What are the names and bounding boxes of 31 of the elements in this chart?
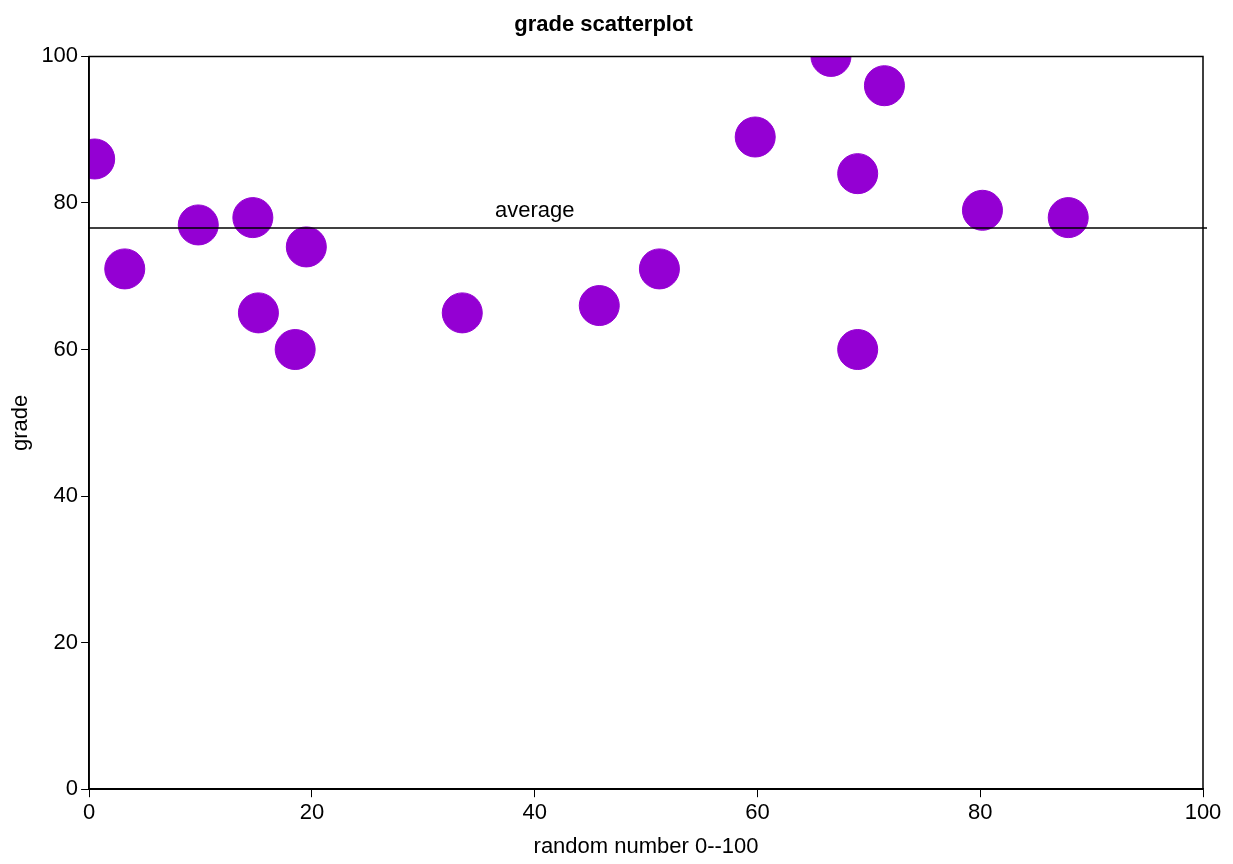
point <box>232 197 274 239</box>
x-tick-label: 80 <box>967 799 993 825</box>
point <box>734 116 776 158</box>
y-tick-label: 80 <box>53 189 79 215</box>
y-tick-label: 0 <box>65 775 79 801</box>
y-tick-label: 100 <box>41 42 79 68</box>
point <box>863 65 905 107</box>
chart-title: grade scatterplot <box>514 11 694 37</box>
point <box>441 292 483 334</box>
point <box>837 329 879 371</box>
point <box>104 248 146 290</box>
x-tick-label: 40 <box>522 799 547 825</box>
point <box>578 285 620 327</box>
y-tick-label: 60 <box>53 335 79 361</box>
y-tick-label: 40 <box>53 482 79 508</box>
x-tick-label: 0 <box>82 799 96 825</box>
point <box>237 292 279 334</box>
point <box>285 226 327 268</box>
y-tick-label: 20 <box>53 628 79 654</box>
x-tick-label: 60 <box>745 799 770 825</box>
x-axis-title: random number 0--100 <box>533 832 759 858</box>
point <box>961 189 1003 231</box>
x-tick-label: 100 <box>1184 799 1222 825</box>
point <box>177 204 219 246</box>
ref-line-label: average <box>494 196 575 222</box>
point <box>1047 197 1089 239</box>
point <box>274 329 316 371</box>
point <box>837 153 879 195</box>
point <box>638 248 680 290</box>
y-axis-title: grade <box>7 394 33 451</box>
x-tick-label: 20 <box>299 799 325 825</box>
